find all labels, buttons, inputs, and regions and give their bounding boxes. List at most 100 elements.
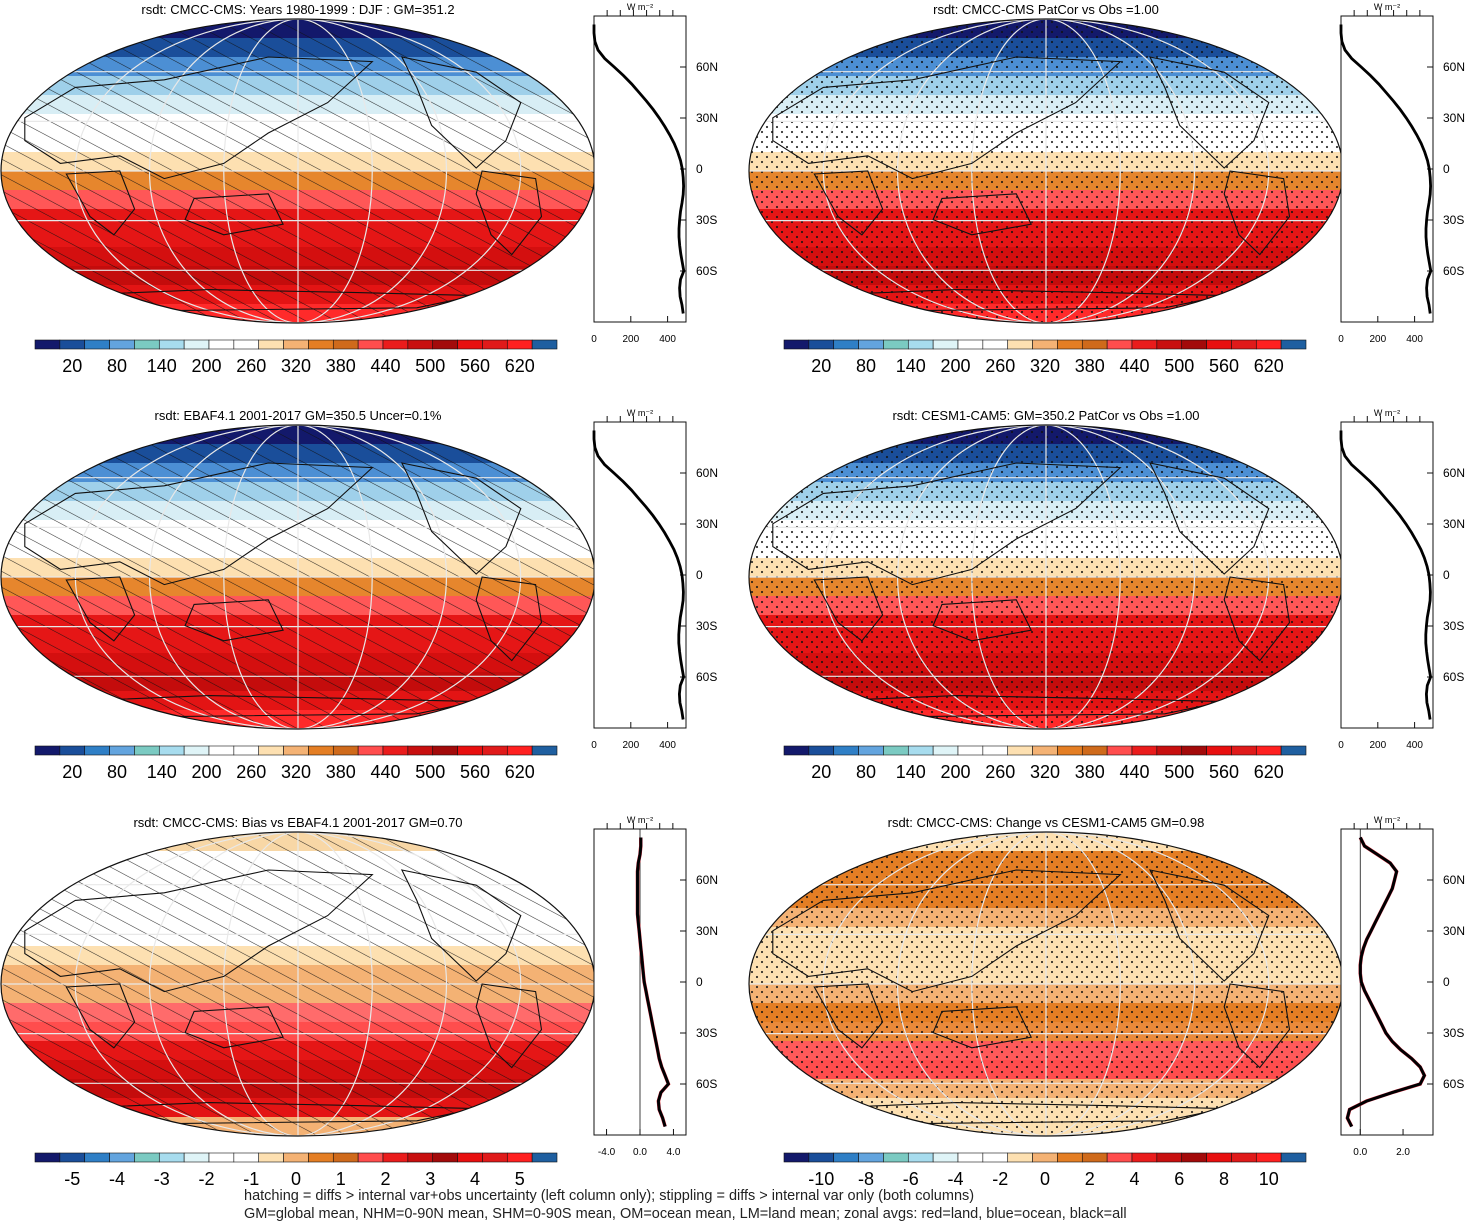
coastline (1149, 462, 1270, 575)
colorbar-swatch (907, 745, 934, 756)
meridian-line (297, 19, 448, 323)
meridian-line (822, 832, 1047, 1136)
coastline (400, 56, 522, 169)
lat-tick-label: 30S (1443, 213, 1464, 227)
x-tick-label: 0.0 (1353, 1147, 1367, 1158)
colorbar-swatch (34, 745, 61, 756)
colorbar-swatch (1181, 339, 1207, 350)
colorbar-tick-label: 1 (336, 1169, 346, 1189)
colorbar-swatch (59, 339, 86, 350)
colorbar-swatch (84, 745, 110, 756)
colorbar-swatch (432, 745, 458, 756)
coastline (184, 193, 284, 236)
colorbar-swatch (84, 1152, 110, 1163)
colorbar-swatch (158, 1152, 185, 1163)
x-tick-label: 0 (591, 740, 597, 751)
colorbar-tick-label: 140 (147, 762, 177, 782)
coastline (813, 170, 884, 236)
colorbar-swatch (407, 745, 434, 756)
colorbar-tick-label: 140 (896, 762, 926, 782)
colorbar-swatch (258, 1152, 284, 1163)
colorbar-swatch (482, 745, 508, 756)
colorbar-swatch (283, 339, 309, 350)
colorbar: 20 80 140 200 260 320 380 440 500 560 620 (783, 745, 1307, 782)
x-tick-label: 200 (622, 334, 639, 345)
colorbar-swatch (932, 745, 959, 756)
colorbar-swatch (1231, 1152, 1257, 1163)
colorbar-swatch (59, 1152, 86, 1163)
colorbar-swatch (1057, 339, 1083, 350)
colorbar-swatch (957, 339, 984, 350)
colorbar-swatch (382, 1152, 409, 1163)
colorbar-swatch (506, 745, 533, 756)
colorbar-tick-label: 6 (1174, 1169, 1184, 1189)
x-tick-label: 200 (622, 740, 639, 751)
colorbar-swatch (332, 1152, 359, 1163)
colorbar-swatch (531, 339, 558, 350)
zonal-mean-plot: W m⁻² 60N 30N 0 30S 60S 0 200 400 (591, 2, 718, 345)
zonal-curve-all (1345, 836, 1426, 1128)
lat-tick-label: 60S (696, 264, 717, 278)
colorbar-tick-label: 0 (291, 1169, 301, 1189)
colorbar-tick-label: 20 (62, 762, 82, 782)
colorbar-swatch (308, 339, 334, 350)
colorbar-swatch (183, 1152, 210, 1163)
colorbar-tick-label: 620 (1254, 762, 1284, 782)
x-tick-label: 200 (1369, 740, 1386, 751)
colorbar-swatch (982, 1152, 1009, 1163)
colorbar-swatch (382, 745, 409, 756)
lat-tick-label: 0 (1443, 162, 1450, 176)
colorbar-swatch (982, 745, 1009, 756)
colorbar-swatch (907, 339, 934, 350)
coastline (932, 193, 1033, 236)
colorbar: 20 80 140 200 260 320 380 440 500 560 620 (34, 339, 558, 376)
coastline (24, 56, 374, 180)
meridian-line (822, 19, 1047, 323)
colorbar-swatch (109, 745, 135, 756)
lat-tick-label: 60S (1443, 1077, 1464, 1091)
colorbar-tick-label: -2 (199, 1169, 215, 1189)
coastline (932, 599, 1033, 642)
colorbar-tick-label: -4 (948, 1169, 964, 1189)
colorbar-tick-label: 80 (856, 762, 876, 782)
lat-tick-label: 60N (1443, 873, 1465, 887)
colorbar-tick-label: 500 (415, 762, 445, 782)
colorbar-swatch (858, 339, 884, 350)
colorbar-tick-label: 620 (505, 762, 535, 782)
lat-tick-label: 0 (1443, 568, 1450, 582)
x-tick-label: 4.0 (667, 1147, 681, 1158)
colorbar-swatch (357, 339, 384, 350)
colorbar-swatch (932, 1152, 959, 1163)
map (1, 832, 595, 1136)
colorbar-tick-label: 560 (460, 356, 490, 376)
map (1, 425, 595, 729)
colorbar-swatch (382, 339, 409, 350)
colorbar-swatch (482, 1152, 508, 1163)
colorbar-swatch (1081, 745, 1108, 756)
panel-row3-right: rsdt: CMCC-CMS: Change vs CESM1-CAM5 GM=… (748, 815, 1465, 1189)
colorbar-tick-label: 380 (1075, 762, 1105, 782)
colorbar-swatch (59, 745, 86, 756)
colorbar-tick-label: 500 (1164, 356, 1194, 376)
zonal-mean-plot: W m⁻² 60N 30N 0 30S 60S -4.0 0.0 4.0 (593, 815, 718, 1158)
meridian-line (1045, 19, 1196, 323)
colorbar-tick-label: 500 (1164, 762, 1194, 782)
zonal-units: W m⁻² (627, 2, 653, 12)
colorbar-swatch (283, 1152, 309, 1163)
meridian-line (297, 425, 522, 729)
coastline (184, 1006, 284, 1049)
colorbar-tick-label: 80 (856, 356, 876, 376)
zonal-units: W m⁻² (627, 408, 653, 418)
colorbar-swatch (1231, 745, 1257, 756)
coastline (932, 1006, 1033, 1049)
meridian-line (297, 19, 522, 323)
colorbar-swatch (833, 745, 859, 756)
colorbar-swatch (407, 339, 434, 350)
colorbar-tick-label: 2 (380, 1169, 390, 1189)
colorbar-tick-label: 380 (326, 762, 356, 782)
zonal-mean-plot: W m⁻² 60N 30N 0 30S 60S 0 200 400 (1338, 408, 1465, 751)
colorbar-tick-label: 0 (1040, 1169, 1050, 1189)
colorbar-tick-label: -1 (243, 1169, 259, 1189)
colorbar-swatch (783, 339, 810, 350)
